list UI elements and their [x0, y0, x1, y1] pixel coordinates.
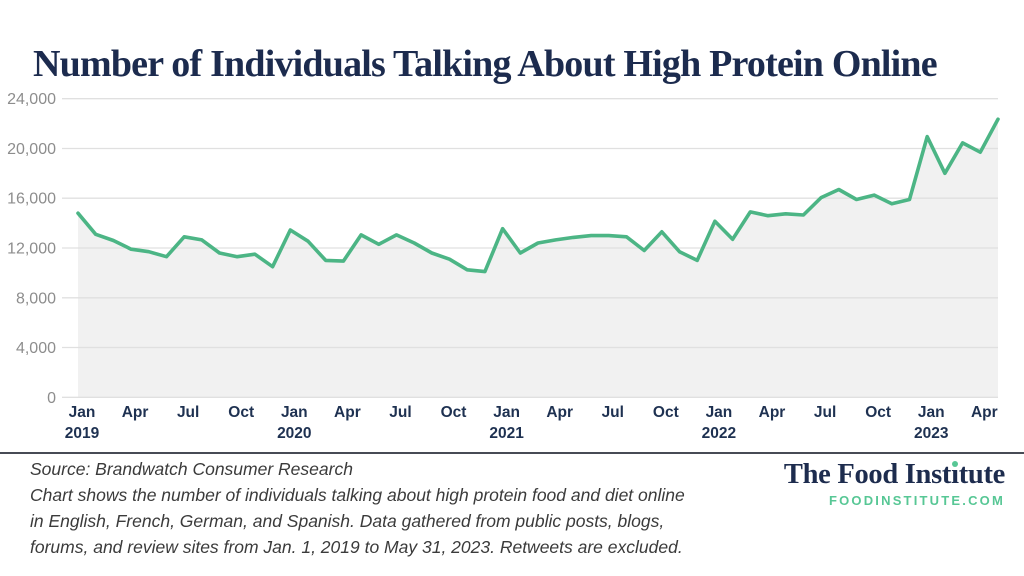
source-note-line-1: Source: Brandwatch Consumer Research: [30, 459, 353, 479]
y-tick-label: 16,000: [7, 191, 56, 208]
food-institute-logo: The Food Instı tute FOODINSTITUTE.COM: [784, 460, 1005, 508]
x-tick-month: Apr: [546, 404, 573, 421]
source-note-line-4: forums, and review sites from Jan. 1, 20…: [30, 537, 683, 557]
x-tick-month: Jul: [602, 404, 624, 421]
y-tick-label: 0: [47, 390, 56, 407]
y-tick-label: 8,000: [16, 290, 56, 307]
x-tick-year: 2019: [65, 425, 100, 442]
x-tick-month: Jul: [389, 404, 411, 421]
y-tick-label: 24,000: [7, 91, 56, 108]
chart-title: Number of Individuals Talking About High…: [33, 43, 938, 86]
x-tick-month: Oct: [441, 404, 467, 421]
x-tick-month: Oct: [653, 404, 679, 421]
y-tick-label: 4,000: [16, 340, 56, 357]
x-tick-year: 2022: [702, 425, 736, 442]
protein-mentions-line-chart: 0 4,000 8,000 12,000 16,000 20,000 24,000 Jan 20…: [7, 91, 1000, 442]
x-tick-month: Jan: [281, 404, 308, 421]
x-tick-year: 2023: [914, 425, 949, 442]
x-tick-month: Jan: [706, 404, 733, 421]
footer-divider: [0, 452, 1024, 454]
y-tick-label: 12,000: [7, 241, 56, 258]
x-tick-month: Jan: [918, 404, 945, 421]
source-note-line-2: Chart shows the number of individuals ta…: [30, 485, 685, 505]
x-tick-month: Oct: [228, 404, 254, 421]
source-note-line-3: in English, French, German, and Spanish.…: [30, 511, 665, 531]
x-tick-month: Apr: [759, 404, 786, 421]
x-tick-month: Apr: [971, 404, 998, 421]
logo-green-dot-i: ı: [951, 459, 959, 490]
source-note: Source: Brandwatch Consumer Research Char…: [30, 456, 770, 560]
x-tick-month: Apr: [334, 404, 361, 421]
logo-url-text: FOODINSTITUTE.COM: [828, 492, 1005, 508]
x-tick-month: Apr: [122, 404, 149, 421]
x-tick-year: 2020: [277, 425, 311, 442]
logo-green-dot-icon: [951, 461, 958, 467]
logo-brand-text: The Food Instı tute: [783, 459, 1005, 490]
x-tick-month: Oct: [865, 404, 891, 421]
x-tick-month: Jan: [69, 404, 96, 421]
series-line: [76, 117, 1000, 274]
y-tick-label: 20,000: [7, 141, 56, 158]
x-tick-year: 2021: [489, 425, 524, 442]
x-tick-month: Jan: [493, 404, 520, 421]
x-tick-month: Jul: [177, 404, 199, 421]
series-area-fill: [78, 119, 998, 398]
x-tick-month: Jul: [814, 404, 836, 421]
